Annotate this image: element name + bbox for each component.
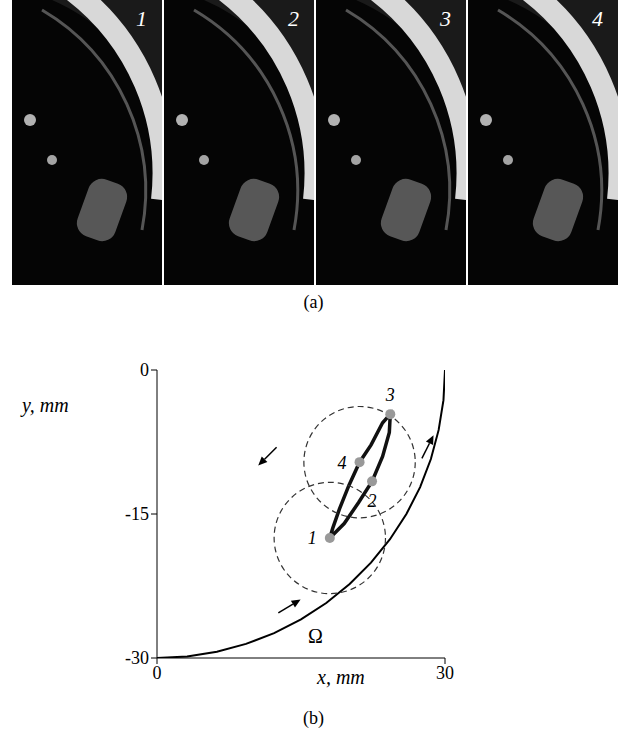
svg-text:4: 4 bbox=[338, 453, 347, 473]
html-text:x, mm: x, mm bbox=[317, 666, 365, 688]
svg-text:-15: -15 bbox=[125, 504, 149, 524]
svg-text:4: 4 bbox=[592, 6, 603, 31]
html-text:(a): (a) bbox=[303, 292, 324, 312]
html-text:y, mm: y, mm bbox=[22, 394, 69, 416]
svg-text:1: 1 bbox=[308, 528, 317, 548]
svg-text:2: 2 bbox=[368, 491, 377, 511]
svg-text:3: 3 bbox=[439, 6, 451, 31]
svg-text:Ω: Ω bbox=[308, 625, 323, 647]
svg-text:2: 2 bbox=[288, 6, 299, 31]
svg-text:0: 0 bbox=[153, 663, 162, 683]
svg-text:3: 3 bbox=[385, 385, 395, 405]
html-text:(b): (b) bbox=[303, 708, 324, 728]
svg-text:0: 0 bbox=[140, 360, 149, 380]
svg-text:-30: -30 bbox=[125, 648, 149, 668]
svg-text:30: 30 bbox=[436, 663, 454, 683]
svg-text:1: 1 bbox=[136, 6, 147, 31]
